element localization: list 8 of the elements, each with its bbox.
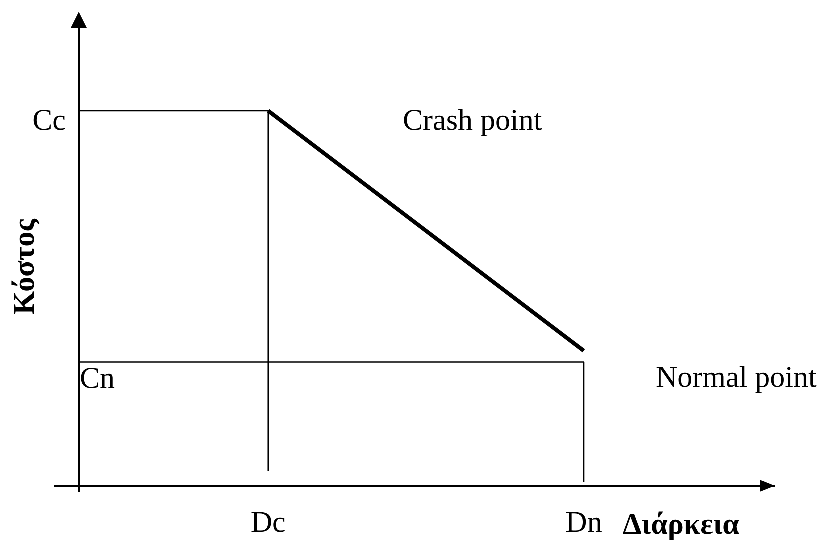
annotation: Crash point <box>403 104 543 136</box>
x-tick-label: Dn <box>566 506 602 538</box>
y-axis-title: Κόστος <box>8 218 41 315</box>
x-tick-label: Dc <box>250 506 286 538</box>
annotation: Cn <box>80 362 116 394</box>
x-axis-title: Διάρκεια <box>623 508 740 540</box>
annotation: Cc <box>32 104 66 136</box>
text: Normal point <box>656 360 818 394</box>
